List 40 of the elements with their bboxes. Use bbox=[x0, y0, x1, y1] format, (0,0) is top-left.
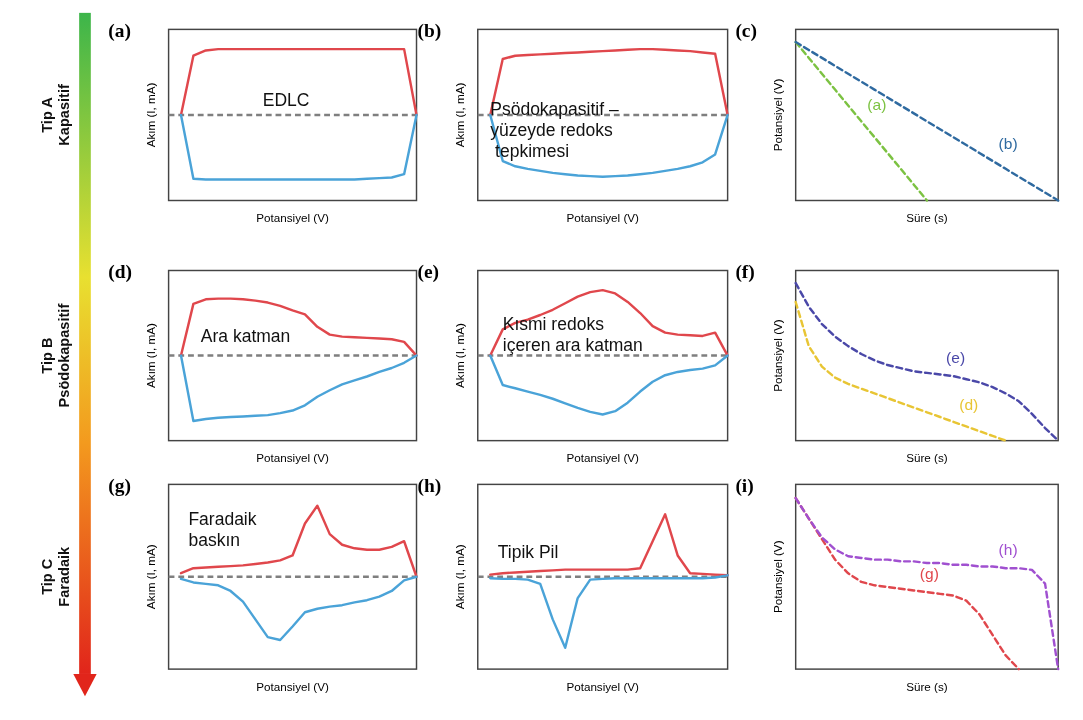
y-axis-title: Potansiyel (V) bbox=[771, 319, 785, 392]
series-label: (a) bbox=[867, 95, 887, 113]
y-axis-title: Akım (I, mA) bbox=[143, 323, 157, 388]
chart-title: (c) bbox=[735, 20, 757, 43]
text: Tip C Faradaik bbox=[38, 545, 73, 607]
series-label: (e) bbox=[946, 348, 966, 366]
text: Tip A Kapasitif bbox=[38, 84, 73, 146]
y-axis-title: Potansiyel (V) bbox=[771, 78, 785, 152]
y-axis-title: Akım (I, mA) bbox=[143, 82, 157, 148]
x-axis-title: Potansiyel (V) bbox=[566, 679, 640, 693]
x-axis-title: Potansiyel (V) bbox=[256, 451, 329, 465]
y-axis-title: Potansiyel (V) bbox=[771, 540, 785, 614]
chart-title: (a) bbox=[108, 20, 131, 43]
x-axis-title: Potansiyel (V) bbox=[256, 210, 329, 224]
x-axis-title: Süre (s) bbox=[906, 679, 948, 693]
x-axis-title: Potansiyel (V) bbox=[566, 210, 640, 224]
series-label: (h) bbox=[998, 540, 1018, 558]
annotation: EDLC bbox=[262, 90, 310, 111]
x-axis-title: Potansiyel (V) bbox=[566, 451, 640, 465]
chart-title: (b) bbox=[417, 20, 442, 43]
y-axis-title: Akım (I, mA) bbox=[453, 323, 467, 388]
annotation: Ara katman bbox=[200, 325, 291, 346]
y-axis-title: Akım (I, mA) bbox=[143, 544, 157, 610]
x-axis-title: Potansiyel (V) bbox=[256, 679, 329, 693]
chart-title: (i) bbox=[735, 475, 754, 498]
series-label: (g) bbox=[919, 564, 939, 582]
text: Tip B Psödokapasitif bbox=[38, 303, 73, 408]
series-label: (d) bbox=[959, 396, 979, 414]
y-axis-title: Akım (I, mA) bbox=[453, 544, 467, 610]
x-axis-title: Süre (s) bbox=[906, 210, 948, 224]
chart-title: (g) bbox=[108, 475, 131, 498]
chart-title: (f) bbox=[735, 261, 755, 284]
annotation: Tipik Pil bbox=[497, 542, 559, 563]
chart-title: (e) bbox=[417, 261, 440, 284]
x-axis-title: Süre (s) bbox=[906, 451, 948, 465]
annotation: Faradaik baskın bbox=[188, 509, 257, 551]
series-label: (b) bbox=[998, 135, 1018, 153]
chart-title: (h) bbox=[417, 475, 442, 498]
y-axis-title: Akım (I, mA) bbox=[453, 82, 467, 148]
chart-title: (d) bbox=[108, 261, 133, 284]
